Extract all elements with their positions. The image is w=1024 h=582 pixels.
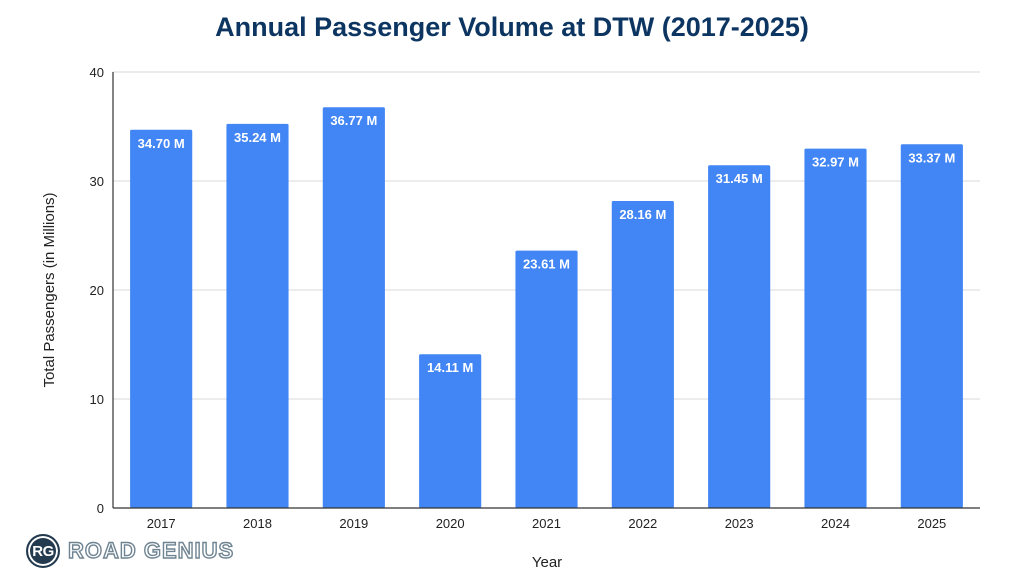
data-label: 23.61 M: [523, 257, 570, 272]
x-tick-label: 2018: [243, 516, 272, 531]
bar-2020: [419, 354, 482, 508]
x-tick-label: 2021: [532, 516, 561, 531]
x-tick-label: 2017: [147, 516, 176, 531]
bar-2019: [322, 107, 385, 508]
data-label: 32.97 M: [812, 155, 859, 170]
y-tick-label: 40: [90, 65, 104, 80]
bar-2024: [804, 148, 867, 508]
y-tick-label: 0: [97, 501, 104, 516]
y-tick-label: 10: [90, 392, 104, 407]
data-label: 14.11 M: [427, 360, 473, 375]
bar-2025: [900, 144, 963, 508]
logo-initials: RG: [32, 542, 54, 560]
y-tick-label: 20: [90, 283, 104, 298]
bar-2022: [611, 201, 674, 508]
data-label: 35.24 M: [234, 130, 281, 145]
x-axis-label: Year: [532, 554, 562, 571]
data-label: 34.70 M: [138, 136, 185, 151]
bar-2021: [515, 250, 578, 508]
road-genius-logo: RG ROAD GENIUS: [26, 533, 234, 569]
logo-badge-icon: RG: [26, 534, 60, 568]
y-tick-label: 30: [90, 174, 104, 189]
data-label: 28.16 M: [619, 207, 666, 222]
bars: [130, 107, 963, 508]
bar-2018: [226, 123, 289, 508]
x-tick-label: 2019: [339, 516, 368, 531]
bar-2017: [130, 129, 193, 508]
bar-2023: [708, 165, 771, 508]
data-labels: 34.70 M 35.24 M 36.77 M 14.11 M 23.61 M 28.16…: [138, 113, 956, 375]
data-label: 36.77 M: [330, 113, 377, 128]
chart-title: Annual Passenger Volume at DTW (2017-202…: [215, 12, 809, 42]
x-tick-label: 2020: [436, 516, 465, 531]
x-tick-label: 2023: [725, 516, 754, 531]
axes: 0 10 20 30 40 2017 2018 2019 2020 2021 2022 2023 202…: [90, 65, 980, 531]
logo-text: ROAD GENIUS: [67, 537, 235, 563]
data-label: 33.37 M: [908, 150, 955, 165]
x-tick-label: 2024: [821, 516, 850, 531]
y-axis-label: Total Passengers (in Millions): [41, 192, 58, 387]
data-label: 31.45 M: [716, 171, 763, 186]
x-tick-label: 2022: [628, 516, 657, 531]
x-tick-label: 2025: [917, 516, 946, 531]
